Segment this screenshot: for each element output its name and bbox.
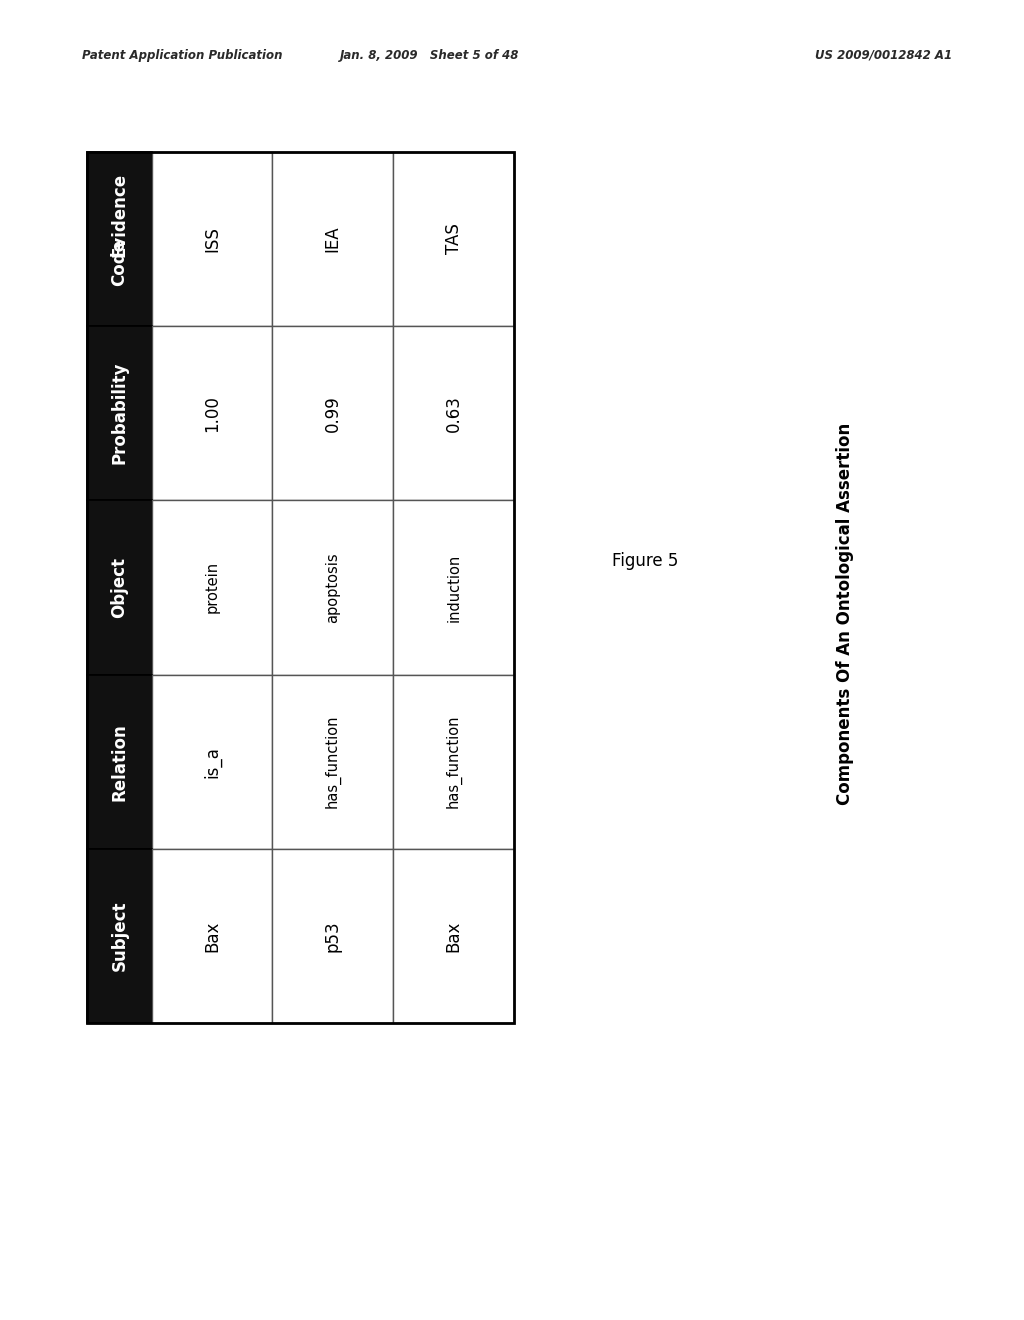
Text: is_a: is_a (203, 746, 221, 777)
Text: 0.99: 0.99 (324, 395, 342, 432)
Text: protein: protein (205, 561, 219, 614)
Text: 0.63: 0.63 (444, 395, 463, 432)
Text: Figure 5: Figure 5 (612, 552, 678, 570)
Text: Bax: Bax (444, 920, 463, 952)
Text: TAS: TAS (444, 223, 463, 255)
Text: has_function: has_function (325, 715, 341, 808)
Text: Components Of An Ontological Assertion: Components Of An Ontological Assertion (836, 422, 854, 805)
Text: Object: Object (111, 557, 128, 618)
Text: Code: Code (111, 239, 128, 286)
Text: Patent Application Publication: Patent Application Publication (82, 49, 283, 62)
Text: p53: p53 (324, 920, 342, 952)
Text: Evidence: Evidence (111, 173, 128, 257)
Text: apoptosis: apoptosis (326, 552, 340, 623)
Text: IEA: IEA (324, 226, 342, 252)
Text: ISS: ISS (203, 226, 221, 252)
Text: US 2009/0012842 A1: US 2009/0012842 A1 (815, 49, 952, 62)
Text: Jan. 8, 2009   Sheet 5 of 48: Jan. 8, 2009 Sheet 5 of 48 (340, 49, 520, 62)
Text: Probability: Probability (111, 362, 128, 465)
Text: Relation: Relation (111, 723, 128, 800)
Text: has_function: has_function (445, 715, 462, 808)
Text: Bax: Bax (203, 920, 221, 952)
Text: 1.00: 1.00 (203, 395, 221, 432)
Text: Subject: Subject (111, 900, 128, 972)
Text: induction: induction (446, 553, 461, 622)
